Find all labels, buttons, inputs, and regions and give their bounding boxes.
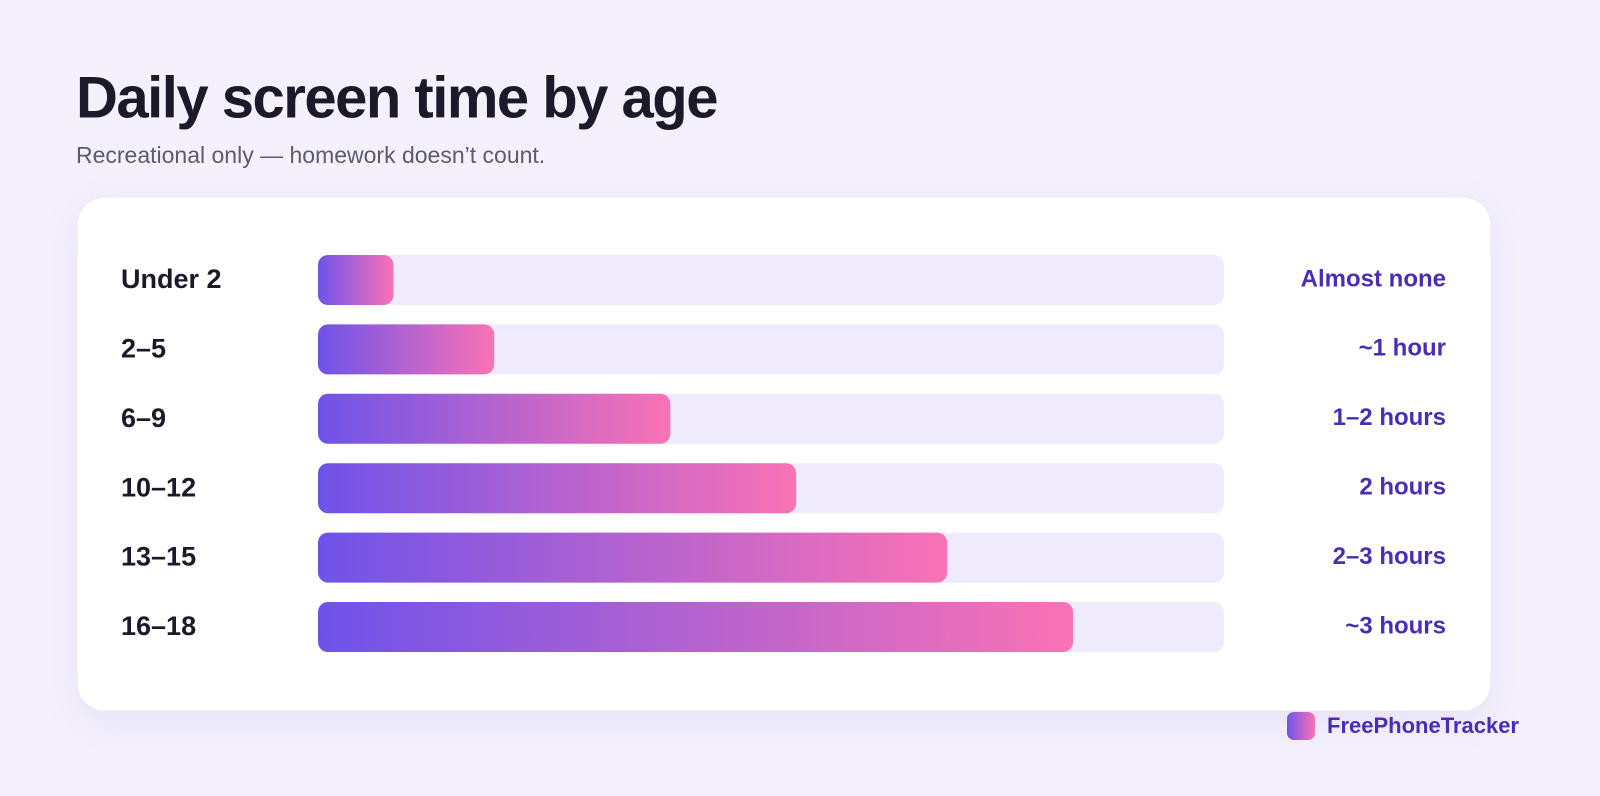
category-label: 16–18 <box>121 611 196 641</box>
category-label: 10–12 <box>121 472 196 502</box>
value-label: 2 hours <box>1359 474 1446 501</box>
value-label: Almost none <box>1301 265 1446 292</box>
category-label: 2–5 <box>121 334 166 364</box>
bar <box>318 255 394 305</box>
bar <box>318 532 948 583</box>
brand-logo <box>1287 712 1315 740</box>
category-label: 6–9 <box>121 403 166 433</box>
bar <box>318 602 1073 652</box>
bar <box>318 463 797 514</box>
value-label: ~1 hour <box>1359 335 1446 362</box>
chart-title: Daily screen time by age <box>76 65 717 130</box>
bar-track <box>318 324 1224 375</box>
chart-subtitle: Recreational only — homework doesn’t cou… <box>76 142 545 168</box>
bar <box>318 324 495 375</box>
category-label: 13–15 <box>121 542 196 572</box>
value-label: 2–3 hours <box>1333 543 1446 570</box>
value-label: 1–2 hours <box>1333 404 1446 431</box>
category-label: Under 2 <box>121 264 222 294</box>
bar-track <box>318 255 1224 305</box>
value-label: ~3 hours <box>1345 612 1446 639</box>
brand-name: FreePhoneTracker <box>1327 713 1519 738</box>
bar <box>318 393 671 444</box>
